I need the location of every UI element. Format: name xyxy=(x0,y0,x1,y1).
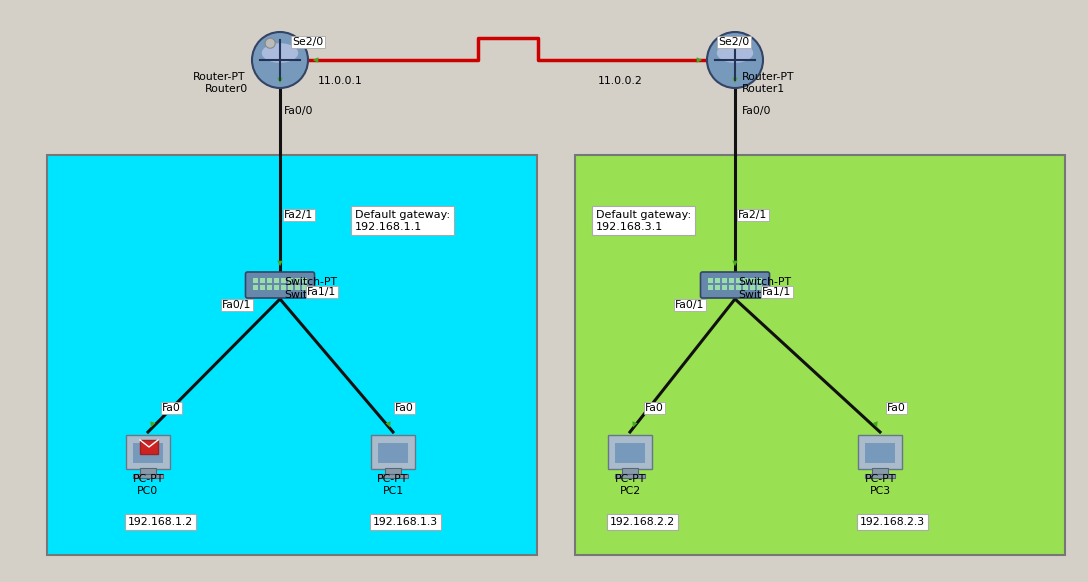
Text: Fa0/1: Fa0/1 xyxy=(222,300,251,310)
Text: PC-PT: PC-PT xyxy=(378,474,409,484)
Text: Fa0: Fa0 xyxy=(395,403,413,413)
FancyBboxPatch shape xyxy=(246,272,314,298)
Text: Switch0: Switch0 xyxy=(284,290,327,300)
Text: Se2/0: Se2/0 xyxy=(718,37,750,47)
Bar xyxy=(288,285,293,290)
FancyBboxPatch shape xyxy=(858,435,902,469)
Bar xyxy=(708,285,713,290)
Text: Fa0/0: Fa0/0 xyxy=(284,106,313,116)
Bar xyxy=(267,285,272,290)
Text: Switch3: Switch3 xyxy=(738,290,781,300)
Bar xyxy=(865,474,894,478)
Text: Fa1/1: Fa1/1 xyxy=(307,287,336,297)
Bar xyxy=(750,285,755,290)
Text: Fa0: Fa0 xyxy=(645,403,664,413)
Bar xyxy=(735,278,741,283)
Text: Fa2/1: Fa2/1 xyxy=(738,210,767,220)
Bar xyxy=(722,285,727,290)
FancyBboxPatch shape xyxy=(371,435,415,469)
Bar xyxy=(295,285,300,290)
Text: Fa2/1: Fa2/1 xyxy=(284,210,313,220)
Bar xyxy=(47,155,537,555)
Bar xyxy=(139,468,157,474)
Text: PC1: PC1 xyxy=(383,486,404,496)
Bar xyxy=(708,278,713,283)
Bar xyxy=(302,285,307,290)
FancyBboxPatch shape xyxy=(608,435,652,469)
Text: 11.0.0.2: 11.0.0.2 xyxy=(598,76,643,86)
Bar xyxy=(743,278,749,283)
Bar xyxy=(729,278,734,283)
Text: 192.168.2.3: 192.168.2.3 xyxy=(860,517,925,527)
Text: Default gateway:
192.168.3.1: Default gateway: 192.168.3.1 xyxy=(596,210,691,232)
Bar xyxy=(743,285,749,290)
Text: PC-PT: PC-PT xyxy=(615,474,645,484)
Bar xyxy=(254,285,258,290)
Text: Router-PT: Router-PT xyxy=(193,72,245,82)
Bar xyxy=(302,278,307,283)
Bar xyxy=(621,468,639,474)
Text: Default gateway:
192.168.1.1: Default gateway: 192.168.1.1 xyxy=(355,210,450,232)
Bar xyxy=(722,278,727,283)
Text: 192.168.1.2: 192.168.1.2 xyxy=(128,517,194,527)
Bar xyxy=(715,285,720,290)
Bar xyxy=(260,285,265,290)
Text: Router1: Router1 xyxy=(742,84,786,94)
Text: PC-PT: PC-PT xyxy=(864,474,895,484)
Circle shape xyxy=(252,32,308,88)
Text: Switch-PT: Switch-PT xyxy=(284,277,337,287)
Bar xyxy=(757,278,762,283)
Text: PC3: PC3 xyxy=(869,486,891,496)
Bar xyxy=(871,468,889,474)
Circle shape xyxy=(265,38,275,48)
Bar xyxy=(729,285,734,290)
Circle shape xyxy=(707,32,763,88)
Bar xyxy=(267,278,272,283)
Text: PC0: PC0 xyxy=(137,486,159,496)
Text: 11.0.0.1: 11.0.0.1 xyxy=(318,76,362,86)
Text: Se2/0: Se2/0 xyxy=(292,37,323,47)
Bar xyxy=(260,278,265,283)
Bar xyxy=(134,474,163,478)
Bar xyxy=(757,285,762,290)
Ellipse shape xyxy=(262,43,298,63)
Bar xyxy=(379,474,408,478)
Bar xyxy=(735,285,741,290)
Text: Switch-PT: Switch-PT xyxy=(738,277,791,287)
Text: Fa0: Fa0 xyxy=(162,403,181,413)
Text: PC-PT: PC-PT xyxy=(133,474,163,484)
Text: Fa0/1: Fa0/1 xyxy=(675,300,704,310)
Ellipse shape xyxy=(717,43,753,63)
Text: 192.168.1.3: 192.168.1.3 xyxy=(373,517,438,527)
Text: 192.168.2.2: 192.168.2.2 xyxy=(610,517,676,527)
Text: Fa0/0: Fa0/0 xyxy=(742,106,771,116)
Bar xyxy=(274,285,279,290)
Bar xyxy=(295,278,300,283)
Circle shape xyxy=(720,38,730,48)
Text: PC2: PC2 xyxy=(619,486,641,496)
Bar xyxy=(378,443,408,463)
Bar xyxy=(750,278,755,283)
Text: Fa1/1: Fa1/1 xyxy=(762,287,791,297)
Bar xyxy=(133,443,163,463)
Bar xyxy=(615,443,645,463)
Bar xyxy=(274,278,279,283)
Bar xyxy=(384,468,401,474)
Bar xyxy=(140,440,158,454)
Bar xyxy=(574,155,1065,555)
Bar xyxy=(254,278,258,283)
Bar xyxy=(715,278,720,283)
FancyBboxPatch shape xyxy=(701,272,769,298)
Bar xyxy=(865,443,895,463)
Text: Fa0: Fa0 xyxy=(887,403,906,413)
Bar xyxy=(281,285,286,290)
Bar xyxy=(288,278,293,283)
Bar xyxy=(281,278,286,283)
Text: Router-PT: Router-PT xyxy=(742,72,794,82)
Bar xyxy=(616,474,645,478)
Text: Router0: Router0 xyxy=(205,84,248,94)
FancyBboxPatch shape xyxy=(126,435,170,469)
